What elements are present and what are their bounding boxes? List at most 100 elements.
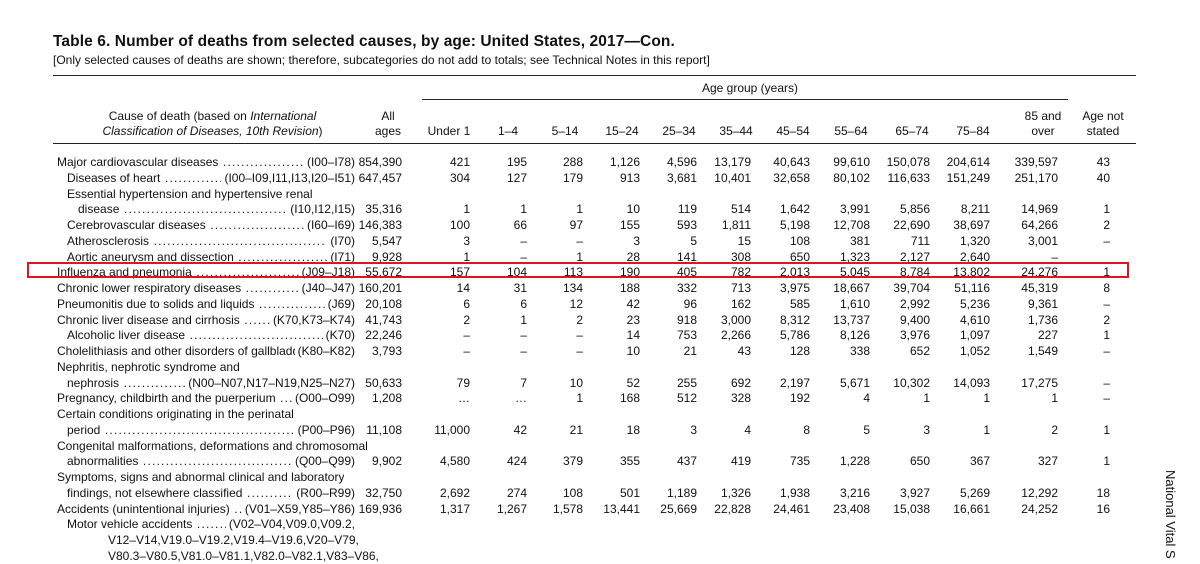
icd-code: (K70) [322,328,355,344]
cell-value: 17,275 [1021,375,1058,390]
cell-value: 45,319 [1021,281,1058,295]
cell-value: 4,596 [666,155,697,169]
cell-value: 652 [909,344,930,358]
cell-value: 108 [789,233,810,248]
cell-value: 16,661 [953,501,990,516]
cause-label: Nephritis, nephrotic syndrome and [57,359,240,374]
cell-value: 21 [683,344,697,358]
cell-value: 195 [506,155,527,169]
icd-code: (V01–X59,Y85–Y86) [241,501,355,518]
cause-label: Pregnancy, childbirth and the puerperium… [57,391,355,407]
cell-value: 4,610 [959,312,990,327]
age-column-header: Under 1 [427,124,471,138]
cell-value: – [520,233,527,248]
table-row: findings, not elsewhere classified .....… [0,485,1200,502]
table-row: Pregnancy, childbirth and the puerperium… [0,391,1200,407]
cell-value: 40 [1096,170,1110,185]
cell-value: 585 [789,296,810,311]
cell-value: 1,938 [779,485,810,500]
cell-value: – [1103,296,1110,311]
table-row: nephrosis ..............................… [0,375,1200,392]
cell-value: 16 [1096,501,1110,516]
cell-value: 8,312 [779,312,810,327]
cell-value: 227 [1037,328,1058,343]
table-row: Aortic aneurysm and dissection .........… [0,249,1200,266]
table-row: V80.3–V80.5,V81.0–V81.1,V82.0–V82.1,V83–… [0,549,1200,564]
cell-value: 12,292 [1021,485,1058,500]
cell-value: – [576,233,583,248]
cell-value: 13,179 [714,155,751,169]
cell-value: 421 [449,155,470,169]
cell-value: 116,633 [887,170,931,185]
cell-value: 79 [456,375,470,390]
cell-value: 1,267 [496,501,527,516]
cause-label: Cerebrovascular diseases ...............… [67,218,355,234]
cell-value: 3,991 [839,202,870,217]
cell-value: 96 [683,296,697,311]
cell-value: 113 [563,265,583,280]
dot-leader: ........................................… [189,328,355,343]
cell-value: 32,750 [365,485,402,500]
cell-value: 918 [676,312,697,327]
cell-value: 41,743 [365,312,402,327]
table-row: Chronic liver disease and cirrhosis ....… [0,312,1200,329]
cell-value: 10 [569,375,583,390]
cell-value: 913 [619,170,640,185]
cell-value: 3 [633,233,640,248]
cell-value: 338 [849,344,870,358]
cause-label: abnormalities ..........................… [67,454,355,470]
cell-value: 1,189 [666,485,697,500]
cell-value: 339,597 [1014,155,1058,169]
dot-leader: ........................................… [153,233,355,248]
cell-value: 160,201 [358,281,402,295]
cause-label: Chronic lower respiratory diseases .....… [57,281,355,297]
icd-code: (I71) [327,249,355,266]
cell-value: 104 [506,265,527,280]
cell-value: 1,549 [1027,344,1058,358]
icd-code: (I60–I69) [303,218,355,234]
cell-value: 647,457 [358,170,402,185]
cell-value: 1 [576,391,583,406]
cause-label: Aortic aneurysm and dissection .........… [67,249,355,266]
cell-value: 4,580 [439,454,470,469]
cell-value: 155 [619,218,640,232]
cell-value: 10,302 [893,375,930,390]
cell-value: 1 [463,249,470,264]
age-not-stated-header: Age not stated [1082,109,1124,138]
icd-code: (I10,I12,I15) [287,202,355,218]
top-rule [53,75,1136,76]
cell-value: 1,736 [1027,312,1058,327]
cell-value: 8,211 [960,202,990,217]
cause-label: Motor vehicle accidents ................… [67,517,355,533]
age-column-header: 45–54 [776,124,810,138]
table-row: Major cardiovascular diseases ..........… [0,155,1200,171]
cause-label: Accidents (unintentional injuries) .....… [57,501,355,518]
cell-value: 13,737 [833,312,870,327]
cell-value: 50,633 [365,375,402,390]
table-row: Pneumonitis due to solids and liquids ..… [0,296,1200,313]
cell-value: 1,326 [720,485,751,500]
cell-value: 1 [520,312,527,327]
cause-label: Major cardiovascular diseases ..........… [57,155,355,171]
highlight-box [27,262,1129,278]
age-column-header: 65–74 [895,124,929,138]
cell-value: 711 [910,233,930,248]
cell-value: 100 [449,218,470,232]
icd-code: (P00–P96) [294,422,355,439]
cell-value: 169,936 [358,501,402,516]
table-row: Congenital malformations, deformations a… [0,439,1200,455]
cell-value: 12 [569,296,583,311]
cell-value: 274 [506,485,527,500]
cell-value: 134 [562,281,583,295]
cell-value: 3,976 [899,328,930,343]
cell-value: – [520,344,527,358]
cell-value: 8 [1103,281,1110,295]
icd-code: (I00–I09,I11,I13,I20–I51) [221,170,355,187]
cell-value: 162 [730,296,751,311]
age-group-header: Age group (years) [701,81,799,95]
icd-code: (K70,K73–K74) [269,312,355,329]
cell-value: 168 [619,391,640,406]
dot-leader: ........................................… [238,249,355,264]
cell-value: 51,116 [954,281,990,295]
cell-value: 4 [744,422,751,437]
